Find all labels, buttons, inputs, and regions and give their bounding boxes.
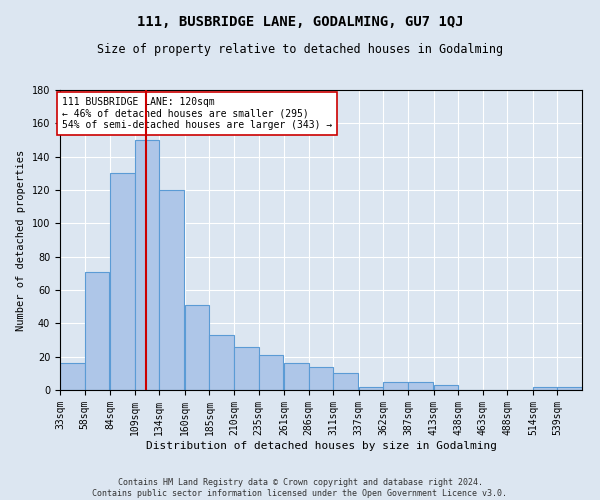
- Bar: [284, 364, 309, 390]
- Bar: [110, 174, 135, 390]
- Text: 111, BUSBRIDGE LANE, GODALMING, GU7 1QJ: 111, BUSBRIDGE LANE, GODALMING, GU7 1QJ: [137, 15, 463, 29]
- Bar: [234, 346, 259, 390]
- Bar: [408, 382, 433, 390]
- Bar: [60, 364, 85, 390]
- Bar: [533, 386, 557, 390]
- Bar: [135, 140, 159, 390]
- Bar: [309, 366, 333, 390]
- Bar: [259, 355, 283, 390]
- Bar: [359, 386, 383, 390]
- Bar: [209, 335, 234, 390]
- X-axis label: Distribution of detached houses by size in Godalming: Distribution of detached houses by size …: [146, 440, 497, 450]
- Bar: [159, 190, 184, 390]
- Bar: [383, 382, 408, 390]
- Bar: [85, 272, 109, 390]
- Text: Contains HM Land Registry data © Crown copyright and database right 2024.
Contai: Contains HM Land Registry data © Crown c…: [92, 478, 508, 498]
- Y-axis label: Number of detached properties: Number of detached properties: [16, 150, 26, 330]
- Bar: [185, 305, 209, 390]
- Bar: [333, 374, 358, 390]
- Text: Size of property relative to detached houses in Godalming: Size of property relative to detached ho…: [97, 42, 503, 56]
- Bar: [434, 385, 458, 390]
- Bar: [557, 386, 582, 390]
- Text: 111 BUSBRIDGE LANE: 120sqm
← 46% of detached houses are smaller (295)
54% of sem: 111 BUSBRIDGE LANE: 120sqm ← 46% of deta…: [62, 96, 332, 130]
